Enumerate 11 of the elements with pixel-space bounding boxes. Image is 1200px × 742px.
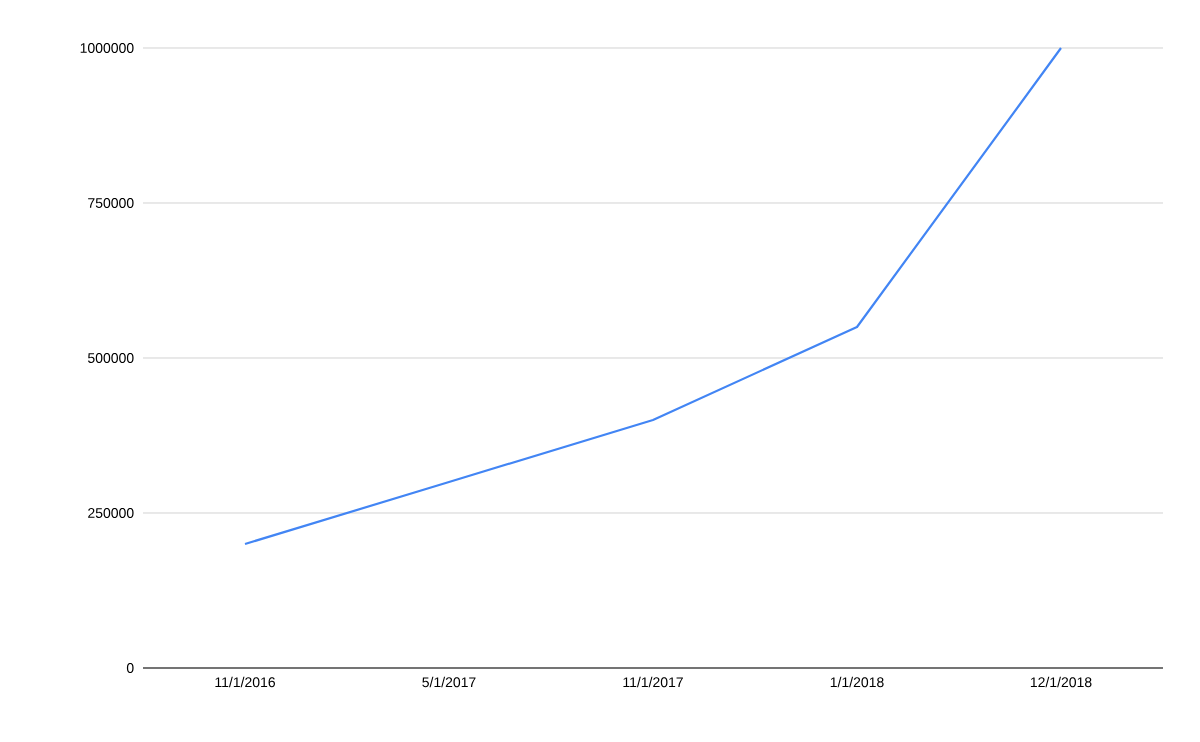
y-tick-label: 1000000	[80, 43, 134, 53]
x-tick-label: 12/1/2018	[1030, 676, 1092, 688]
x-tick-label: 5/1/2017	[422, 676, 476, 688]
y-tick-label: 0	[126, 663, 134, 673]
x-tick-label: 11/1/2016	[215, 676, 275, 688]
line-series	[243, 46, 1063, 546]
y-tick-label: 750000	[88, 198, 134, 208]
x-tick-label: 11/1/2017	[623, 676, 683, 688]
y-tick-label: 500000	[87, 353, 134, 363]
y-tick-label: 250000	[88, 508, 134, 518]
x-tick-label: 1/1/2018	[830, 676, 884, 688]
